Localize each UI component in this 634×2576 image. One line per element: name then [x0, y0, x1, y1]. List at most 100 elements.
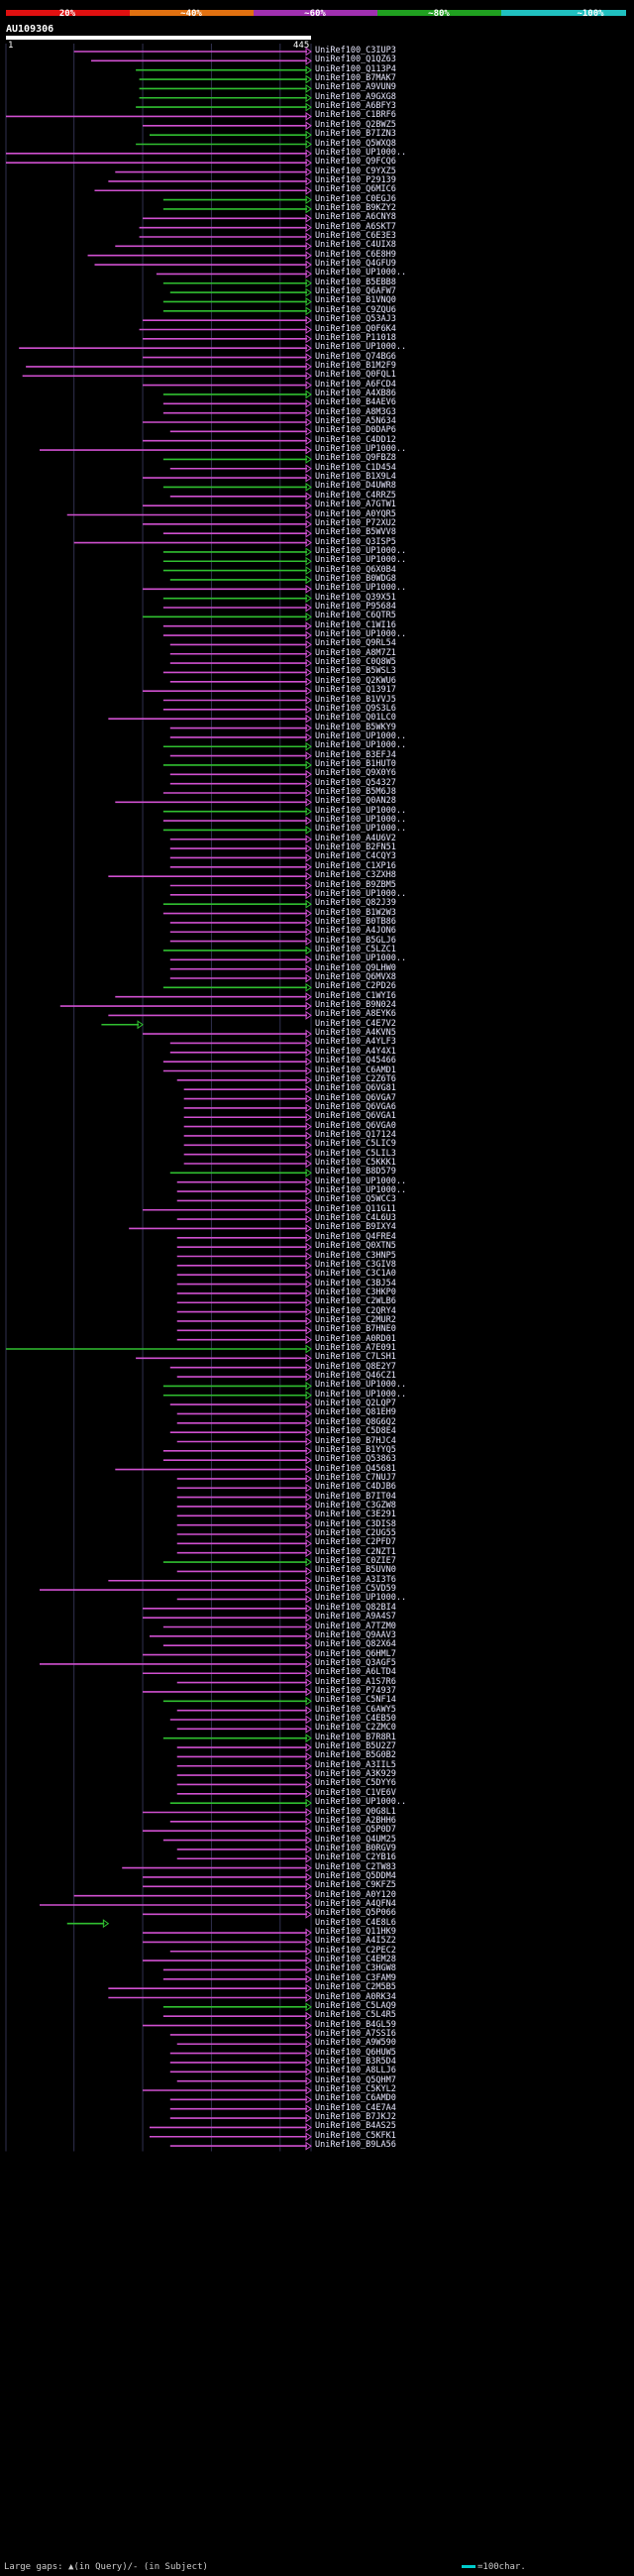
- hit-label[interactable]: UniRef100_A4YLF3: [315, 1037, 396, 1048]
- hit-label[interactable]: UniRef100_A6FCD4: [315, 379, 396, 390]
- hit-label[interactable]: UniRef100_UP1000..: [315, 888, 407, 899]
- hit-label[interactable]: UniRef100_C1WI16: [315, 619, 396, 630]
- hit-label[interactable]: UniRef100_Q5DDM4: [315, 1870, 396, 1881]
- hit-label[interactable]: UniRef100_C3FAM9: [315, 1972, 396, 1983]
- hit-label[interactable]: UniRef100_C4RRZ5: [315, 490, 396, 501]
- hit-label[interactable]: UniRef100_B5EBB8: [315, 277, 396, 287]
- hit-label[interactable]: UniRef100_B7HNE0: [315, 1324, 396, 1335]
- hit-label[interactable]: UniRef100_Q01LC0: [315, 713, 396, 724]
- hit-label[interactable]: UniRef100_P29139: [315, 174, 396, 185]
- hit-label[interactable]: UniRef100_B0TB86: [315, 916, 396, 927]
- hit-label[interactable]: UniRef100_B2FN51: [315, 842, 396, 853]
- hit-label[interactable]: UniRef100_C2PD26: [315, 981, 396, 992]
- hit-label[interactable]: UniRef100_UP1000..: [315, 545, 407, 556]
- hit-label[interactable]: UniRef100_B3R5D4: [315, 2056, 396, 2067]
- hit-label[interactable]: UniRef100_B7HJC4: [315, 1435, 396, 1446]
- hit-label[interactable]: UniRef100_B5WSL3: [315, 666, 396, 677]
- hit-label[interactable]: UniRef100_Q1QZ63: [315, 55, 396, 65]
- hit-label[interactable]: UniRef100_Q6X0B4: [315, 564, 396, 575]
- hit-label[interactable]: UniRef100_Q0AN28: [315, 796, 396, 807]
- hit-label[interactable]: UniRef100_Q6HML7: [315, 1648, 396, 1659]
- hit-label[interactable]: UniRef100_B5WKY9: [315, 722, 396, 732]
- hit-label[interactable]: UniRef100_C3GIV8: [315, 1259, 396, 1270]
- hit-label[interactable]: UniRef100_B3EFJ4: [315, 749, 396, 760]
- hit-label[interactable]: UniRef100_C5LIL3: [315, 1148, 396, 1159]
- hit-label[interactable]: UniRef100_A7E091: [315, 1343, 396, 1353]
- hit-label[interactable]: UniRef100_C7NUJ7: [315, 1472, 396, 1483]
- hit-label[interactable]: UniRef100_C3HKP0: [315, 1287, 396, 1297]
- hit-label[interactable]: UniRef100_Q3ISP5: [315, 536, 396, 547]
- hit-label[interactable]: UniRef100_A4I5Z2: [315, 1936, 396, 1947]
- hit-label[interactable]: UniRef100_B1YYQ5: [315, 1444, 396, 1455]
- hit-label[interactable]: UniRef100_Q0XTN5: [315, 1241, 396, 1252]
- hit-label[interactable]: UniRef100_A4QFN4: [315, 1899, 396, 1909]
- hit-label[interactable]: UniRef100_A6BFY3: [315, 101, 396, 112]
- hit-label[interactable]: UniRef100_A4U6V2: [315, 833, 396, 843]
- hit-label[interactable]: UniRef100_A0RD01: [315, 1333, 396, 1344]
- hit-label[interactable]: UniRef100_C1VE6V: [315, 1787, 396, 1798]
- hit-label[interactable]: UniRef100_Q6AFW7: [315, 286, 396, 297]
- hit-label[interactable]: UniRef100_Q54327: [315, 777, 396, 788]
- hit-label[interactable]: UniRef100_A3K929: [315, 1769, 396, 1780]
- hit-label[interactable]: UniRef100_Q53AJ3: [315, 314, 396, 325]
- hit-label[interactable]: UniRef100_A7GTW1: [315, 500, 396, 510]
- hit-label[interactable]: UniRef100_C3IUP3: [315, 46, 396, 56]
- hit-label[interactable]: UniRef100_Q9X0Y6: [315, 768, 396, 779]
- hit-label[interactable]: UniRef100_C4CQY3: [315, 851, 396, 862]
- hit-label[interactable]: UniRef100_UP1000..: [315, 342, 407, 353]
- hit-label[interactable]: UniRef100_B4AS25: [315, 2121, 396, 2132]
- hit-label[interactable]: UniRef100_A3IIL5: [315, 1759, 396, 1770]
- hit-label[interactable]: UniRef100_B7MAK7: [315, 73, 396, 84]
- hit-label[interactable]: UniRef100_Q82J39: [315, 898, 396, 909]
- hit-label[interactable]: UniRef100_Q11G11: [315, 1203, 396, 1214]
- hit-label[interactable]: UniRef100_C1WYI6: [315, 990, 396, 1001]
- hit-label[interactable]: UniRef100_C2PEC2: [315, 1945, 396, 1956]
- hit-label[interactable]: UniRef100_C0EGJ6: [315, 193, 396, 204]
- hit-label[interactable]: UniRef100_Q6VGA0: [315, 1120, 396, 1131]
- hit-label[interactable]: UniRef100_Q0F6K4: [315, 323, 396, 334]
- hit-label[interactable]: UniRef100_Q6MIC6: [315, 184, 396, 195]
- hit-label[interactable]: UniRef100_Q6VG81: [315, 1083, 396, 1094]
- hit-label[interactable]: UniRef100_UP1000..: [315, 953, 407, 964]
- hit-label[interactable]: UniRef100_C5KFK1: [315, 2130, 396, 2141]
- hit-label[interactable]: UniRef100_Q9FCQ6: [315, 157, 396, 168]
- hit-label[interactable]: UniRef100_Q0G8L1: [315, 1806, 396, 1817]
- hit-label[interactable]: UniRef100_C4DD12: [315, 434, 396, 445]
- hit-label[interactable]: UniRef100_A9GXG8: [315, 91, 396, 102]
- hit-label[interactable]: UniRef100_A0RK34: [315, 1991, 396, 2002]
- hit-label[interactable]: UniRef100_UP1000..: [315, 444, 407, 455]
- hit-label[interactable]: UniRef100_C5VD59: [315, 1584, 396, 1595]
- hit-label[interactable]: UniRef100_C5NF14: [315, 1695, 396, 1706]
- hit-label[interactable]: UniRef100_UP1000..: [315, 730, 407, 741]
- hit-label[interactable]: UniRef100_C2QRY4: [315, 1305, 396, 1316]
- hit-label[interactable]: UniRef100_UP1000..: [315, 555, 407, 566]
- hit-label[interactable]: UniRef100_C2M5B5: [315, 1982, 396, 1993]
- hit-label[interactable]: UniRef100_C2NZT1: [315, 1546, 396, 1557]
- hit-label[interactable]: UniRef100_A5N634: [315, 416, 396, 426]
- hit-label[interactable]: UniRef100_UP1000..: [315, 740, 407, 751]
- hit-label[interactable]: UniRef100_UP1000..: [315, 815, 407, 826]
- hit-label[interactable]: UniRef100_C3DIS8: [315, 1518, 396, 1529]
- hit-label[interactable]: UniRef100_A8EYK6: [315, 1009, 396, 1020]
- hit-label[interactable]: UniRef100_Q39X51: [315, 592, 396, 603]
- hit-label[interactable]: UniRef100_Q2BWZ5: [315, 119, 396, 130]
- hit-label[interactable]: UniRef100_Q2LQP7: [315, 1399, 396, 1409]
- hit-label[interactable]: UniRef100_C4E7A4: [315, 2102, 396, 2113]
- hit-label[interactable]: UniRef100_C5DYY6: [315, 1778, 396, 1789]
- hit-label[interactable]: UniRef100_D4UWR8: [315, 481, 396, 492]
- hit-label[interactable]: UniRef100_UP1000..: [315, 268, 407, 279]
- hit-label[interactable]: UniRef100_C0ZIE7: [315, 1556, 396, 1567]
- hit-label[interactable]: UniRef100_UP1000..: [315, 1797, 407, 1808]
- hit-label[interactable]: UniRef100_C2WLB6: [315, 1296, 396, 1307]
- hit-label[interactable]: UniRef100_B8D579: [315, 1167, 396, 1177]
- hit-label[interactable]: UniRef100_B0RGV9: [315, 1843, 396, 1853]
- hit-label[interactable]: UniRef100_Q8E2Y7: [315, 1361, 396, 1372]
- hit-label[interactable]: UniRef100_B9KZY2: [315, 202, 396, 213]
- hit-label[interactable]: UniRef100_C4EB50: [315, 1714, 396, 1724]
- hit-label[interactable]: UniRef100_A8M7Z1: [315, 647, 396, 658]
- hit-label[interactable]: UniRef100_C3E291: [315, 1510, 396, 1520]
- hit-label[interactable]: UniRef100_B7JKJ2: [315, 2112, 396, 2123]
- hit-label[interactable]: UniRef100_Q45466: [315, 1056, 396, 1066]
- hit-label[interactable]: UniRef100_P11018: [315, 332, 396, 343]
- hit-label[interactable]: UniRef100_UP1000..: [315, 583, 407, 594]
